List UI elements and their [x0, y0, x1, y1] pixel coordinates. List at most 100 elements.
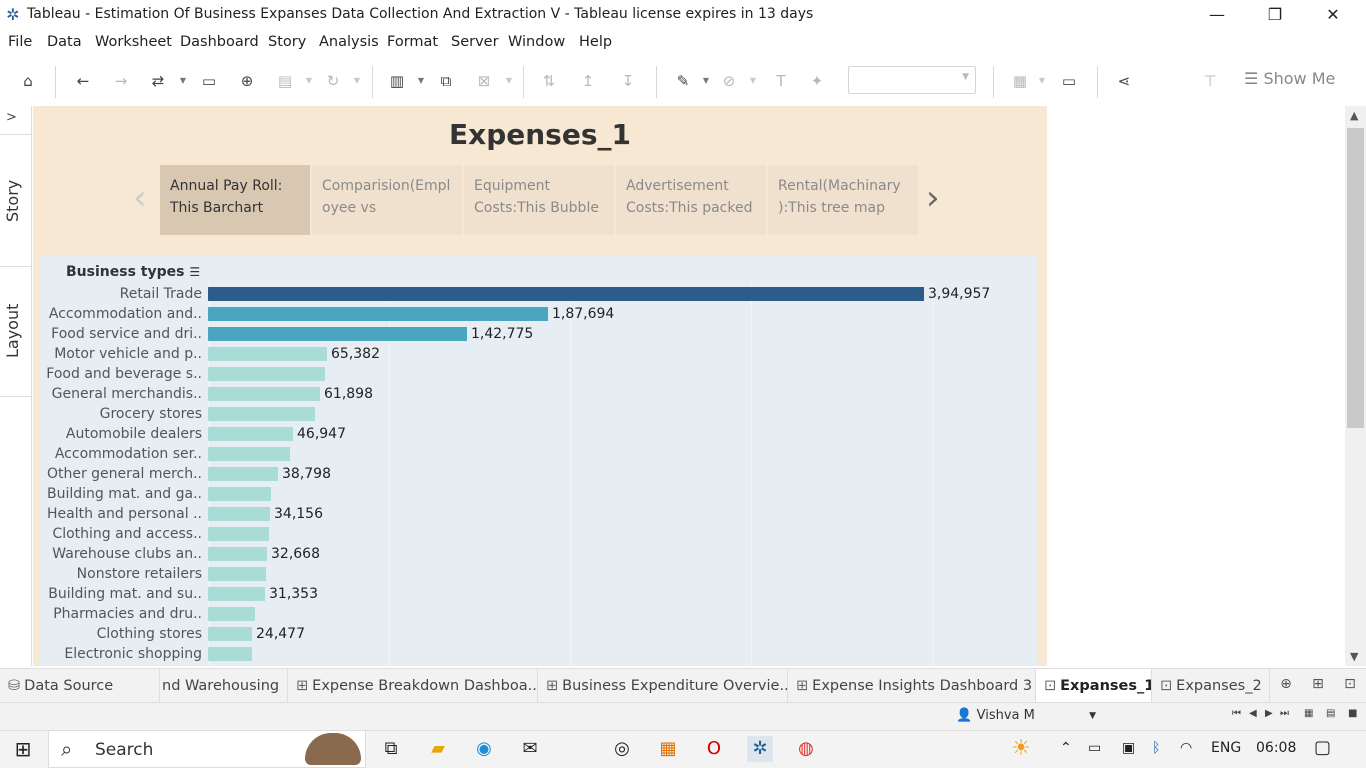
chart-row[interactable]: Food and beverage s..: [40, 364, 1038, 384]
fit-select[interactable]: ▼: [848, 66, 976, 94]
chart-row[interactable]: Building mat. and ga..: [40, 484, 1038, 504]
bluetooth-icon[interactable]: ᛒ: [1152, 740, 1161, 756]
menu-analysis[interactable]: Analysis: [319, 34, 379, 50]
tab-expanses-2[interactable]: ⊡ Expanses_2: [1152, 669, 1270, 703]
bar-mark[interactable]: [208, 547, 267, 561]
opera-icon[interactable]: O: [706, 738, 722, 759]
menu-dashboard[interactable]: Dashboard: [180, 34, 259, 50]
refresh-icon[interactable]: ↻: [326, 72, 340, 90]
pause-updates-caret-icon[interactable]: ▼: [305, 76, 313, 85]
chrome-icon[interactable]: ◍: [798, 738, 814, 759]
restore-button[interactable]: ❐: [1267, 5, 1283, 24]
bar-mark[interactable]: [208, 567, 266, 581]
menu-window[interactable]: Window: [508, 34, 566, 50]
chart-row[interactable]: Warehouse clubs an.. 32,668: [40, 544, 1038, 564]
clock[interactable]: 06:08: [1256, 740, 1297, 756]
filmstrip-view-icon[interactable]: ▦: [1304, 708, 1314, 719]
highlight-caret-icon[interactable]: ▼: [702, 76, 710, 85]
chart-row[interactable]: Building mat. and su.. 31,353: [40, 584, 1038, 604]
notifications-icon[interactable]: ▢: [1314, 737, 1332, 758]
bar-mark[interactable]: [208, 467, 278, 481]
first-sheet-icon[interactable]: ⏮: [1232, 708, 1241, 719]
app-icon[interactable]: ◎: [614, 738, 630, 759]
battery-icon[interactable]: ▭: [1088, 740, 1102, 756]
story-next-arrow-icon[interactable]: ›: [926, 178, 940, 218]
new-dashboard-tab-icon[interactable]: ⊞: [1312, 676, 1324, 692]
chart-row[interactable]: Other general merch.. 38,798: [40, 464, 1038, 484]
clear-sheet-caret-icon[interactable]: ▼: [505, 76, 513, 85]
bar-mark[interactable]: [208, 367, 325, 381]
tab-business-expenditure[interactable]: ⊞ Business Expenditure Overvie...: [538, 669, 788, 703]
share-icon[interactable]: ⋖: [1117, 72, 1131, 90]
bar-mark[interactable]: [208, 347, 327, 361]
redo-icon[interactable]: →: [114, 72, 128, 90]
bar-mark[interactable]: [208, 607, 255, 621]
menu-format[interactable]: Format: [387, 34, 439, 50]
bar-mark[interactable]: [208, 507, 270, 521]
tab-expanses-1[interactable]: ⊡ Expanses_1: [1036, 669, 1152, 703]
bar-mark[interactable]: [208, 647, 252, 661]
tab-expense-breakdown[interactable]: ⊞ Expense Breakdown Dashboa...: [288, 669, 538, 703]
new-story-tab-icon[interactable]: ⊡: [1344, 676, 1356, 692]
tableau-taskbar-icon[interactable]: ✲: [747, 736, 773, 762]
sort-ascending-icon[interactable]: ↥: [581, 72, 595, 90]
labels-icon[interactable]: T: [776, 72, 786, 90]
new-datasource-icon[interactable]: ⊕: [240, 72, 254, 90]
expand-panel-icon[interactable]: >: [6, 110, 17, 125]
language-indicator[interactable]: ENG: [1211, 740, 1242, 756]
scrollbar-thumb[interactable]: [1347, 128, 1364, 428]
chart-row[interactable]: General merchandis.. 61,898: [40, 384, 1038, 404]
menu-story[interactable]: Story: [268, 34, 307, 50]
tabs-view-icon[interactable]: ■: [1348, 708, 1358, 719]
bar-mark[interactable]: [208, 627, 252, 641]
menu-file[interactable]: File: [8, 34, 33, 50]
tooltip-icon[interactable]: ⊤: [1203, 72, 1217, 90]
store-icon[interactable]: ▦: [659, 738, 677, 759]
prev-sheet-icon[interactable]: ◀: [1249, 708, 1257, 719]
replace-data-icon[interactable]: ⇄: [151, 72, 165, 90]
clear-sheet-icon[interactable]: ⊠: [477, 72, 491, 90]
home-icon[interactable]: ⌂: [23, 72, 33, 90]
new-worksheet-icon[interactable]: ▥: [389, 72, 405, 90]
menu-server[interactable]: Server: [451, 34, 499, 50]
bar-mark[interactable]: [208, 327, 467, 341]
user-menu[interactable]: 👤 Vishva M ▼: [948, 704, 1106, 728]
new-worksheet-caret-icon[interactable]: ▼: [417, 76, 425, 85]
highlight-icon[interactable]: ✎: [676, 72, 690, 90]
scroll-down-icon[interactable]: ▼: [1350, 650, 1359, 663]
chart-row[interactable]: Health and personal .. 34,156: [40, 504, 1038, 524]
scroll-up-icon[interactable]: ▲: [1350, 109, 1359, 122]
group-caret-icon[interactable]: ▼: [749, 76, 757, 85]
chart-row-header[interactable]: Business types ☰: [66, 264, 201, 280]
story-pane-tab[interactable]: Story: [3, 179, 22, 222]
chart-row[interactable]: Automobile dealers 46,947: [40, 424, 1038, 444]
tab-expense-insights[interactable]: ⊞ Expense Insights Dashboard 3: [788, 669, 1036, 703]
presentation-mode-icon[interactable]: ▭: [1061, 72, 1077, 90]
edge-icon[interactable]: ◉: [476, 738, 492, 759]
chart-row[interactable]: Accommodation and.. 1,87,694: [40, 304, 1038, 324]
wifi-icon[interactable]: ◠: [1180, 740, 1193, 756]
undo-icon[interactable]: ←: [76, 72, 90, 90]
file-explorer-icon[interactable]: ▰: [431, 738, 445, 759]
story-point-2[interactable]: Comparision(Empl oyee vs: [312, 165, 462, 235]
tab-data-source[interactable]: ⛁ Data Source: [0, 669, 160, 703]
layout-pane-tab[interactable]: Layout: [3, 303, 22, 358]
windows-start-icon[interactable]: ⊞: [14, 737, 32, 761]
refresh-caret-icon[interactable]: ▼: [353, 76, 361, 85]
story-prev-arrow-icon[interactable]: ‹: [133, 178, 147, 218]
bar-mark[interactable]: [208, 487, 271, 501]
taskbar-search[interactable]: ⌕ Search: [48, 730, 366, 768]
chart-row[interactable]: Food service and dri.. 1,42,775: [40, 324, 1038, 344]
close-button[interactable]: ✕: [1326, 5, 1340, 24]
save-icon[interactable]: ▭: [201, 72, 217, 90]
chart-row[interactable]: Motor vehicle and p.. 65,382: [40, 344, 1038, 364]
duplicate-icon[interactable]: ⧉: [440, 72, 452, 90]
group-icon[interactable]: ⊘: [722, 72, 736, 90]
show-hidden-icons-icon[interactable]: ⌃: [1060, 740, 1072, 756]
bar-mark[interactable]: [208, 307, 548, 321]
story-point-4[interactable]: Advertisement Costs:This packed: [616, 165, 766, 235]
menu-help[interactable]: Help: [579, 34, 613, 50]
story-point-3[interactable]: Equipment Costs:This Bubble: [464, 165, 614, 235]
sort-icon[interactable]: ☰: [189, 265, 201, 279]
task-view-icon[interactable]: ⧉: [384, 738, 398, 759]
